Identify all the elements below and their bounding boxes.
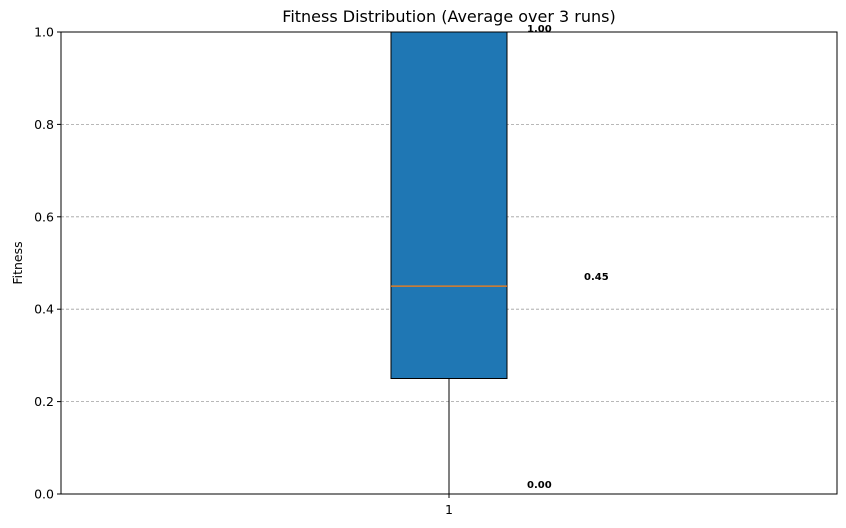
x-axis-ticks: 1: [445, 494, 453, 517]
value-annotation: 1.00: [527, 24, 552, 35]
plot-area: [390, 31, 508, 495]
y-axis-label: Fitness: [10, 241, 25, 284]
y-tick-label: 1.0: [34, 25, 54, 40]
y-axis-ticks: 0.0 0.2 0.4 0.6 0.8 1.0: [34, 25, 61, 502]
value-annotation: 0.00: [527, 480, 552, 491]
y-tick-label: 0.0: [34, 487, 54, 502]
value-annotation: 0.45: [584, 272, 609, 283]
plot-frame: [60, 31, 838, 495]
y-tick-label: 0.8: [34, 117, 54, 132]
annotations: 1.00 0.45 0.00: [527, 24, 609, 491]
chart-title: Fitness Distribution (Average over 3 run…: [282, 7, 615, 26]
box-iqr: [390, 31, 508, 379]
gridlines: [61, 124, 837, 403]
y-tick-label: 0.4: [34, 302, 54, 317]
x-tick-label: 1: [445, 502, 453, 517]
y-tick-label: 0.6: [34, 209, 54, 224]
y-tick-label: 0.2: [34, 394, 54, 409]
